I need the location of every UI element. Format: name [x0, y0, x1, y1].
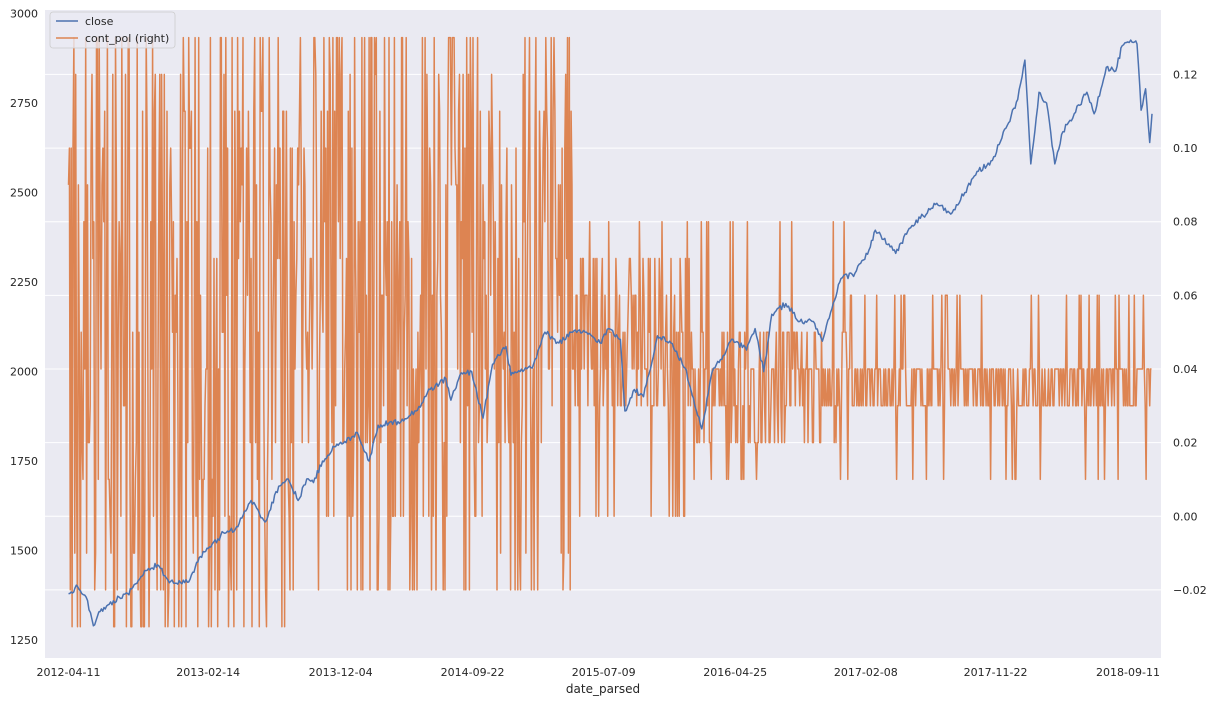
- x-tick-label: 2013-02-14: [176, 666, 240, 679]
- y-left-tick-label: 2250: [10, 276, 38, 289]
- y-left-tick-labels: 1250 1500 1750 2000 2250 2500 2750 3000: [10, 8, 38, 648]
- legend: close cont_pol (right): [49, 11, 176, 49]
- series-close-group: [68, 39, 1153, 627]
- x-tick-label: 2014-09-22: [441, 666, 505, 679]
- series-line-cont-pol: [67, 36, 1152, 628]
- y-left-tick-label: 3000: [10, 8, 38, 21]
- y-right-tick-label: 0.04: [1173, 363, 1198, 376]
- series-line-close: [68, 39, 1153, 627]
- x-tick-label: 2013-12-04: [309, 666, 373, 679]
- x-tick-label: 2017-11-22: [964, 666, 1028, 679]
- legend-box: [49, 11, 176, 49]
- y-left-tick-label: 2500: [10, 187, 38, 200]
- x-tick-label: 2012-04-11: [37, 666, 101, 679]
- y-right-tick-label: 0.12: [1173, 68, 1198, 81]
- y-right-tick-label: 0.06: [1173, 289, 1198, 302]
- y-right-tick-label: −0.02: [1173, 584, 1207, 597]
- y-right-tick-label: 0.08: [1173, 216, 1198, 229]
- y-right-tick-label: 0.00: [1173, 510, 1198, 523]
- y-right-tick-label: 0.10: [1173, 142, 1198, 155]
- x-tick-label: 2016-04-25: [703, 666, 767, 679]
- x-tick-label: 2015-07-09: [572, 666, 636, 679]
- legend-label-close: close: [85, 15, 114, 28]
- y-left-tick-label: 1250: [10, 634, 38, 647]
- y-left-tick-label: 2750: [10, 97, 38, 110]
- y-right-tick-label: 0.02: [1173, 437, 1198, 450]
- y-right-tick-labels: −0.02 0.00 0.02 0.04 0.06 0.08 0.10 0.12: [1173, 68, 1207, 596]
- x-tick-labels: 2012-04-11 2013-02-14 2013-12-04 2014-09-22…: [37, 666, 1160, 679]
- series-cont-pol-group: [67, 36, 1152, 628]
- legend-label-cont-pol: cont_pol (right): [85, 32, 169, 45]
- x-tick-label: 2018-09-11: [1096, 666, 1160, 679]
- x-tick-label: 2017-02-08: [834, 666, 898, 679]
- x-axis-label: date_parsed: [566, 682, 640, 696]
- y-left-tick-label: 1750: [10, 455, 38, 468]
- y-left-tick-label: 1500: [10, 545, 38, 558]
- y-left-tick-label: 2000: [10, 366, 38, 379]
